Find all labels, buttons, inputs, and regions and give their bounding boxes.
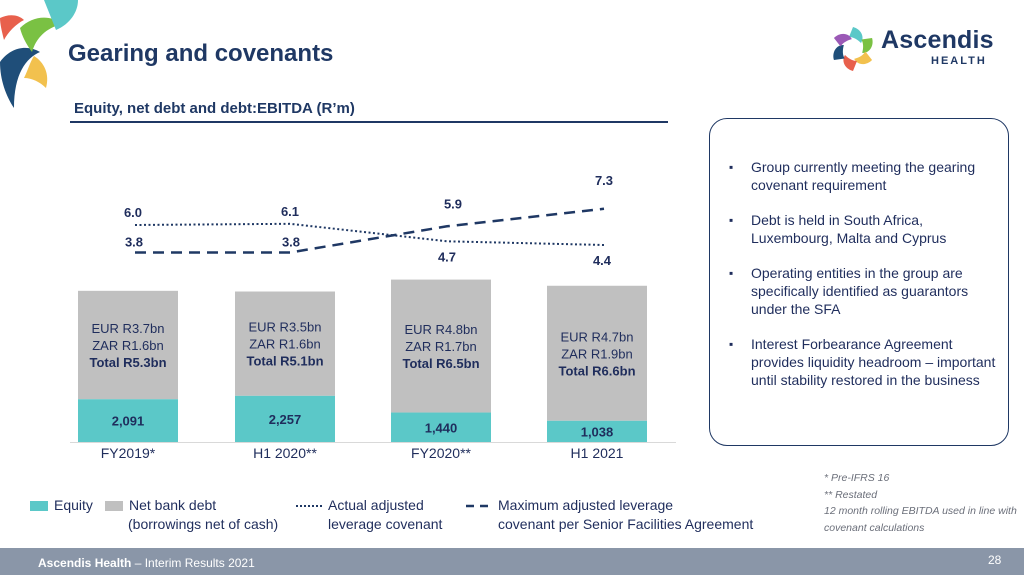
brand-name: Ascendis (881, 26, 994, 54)
equity-bar (547, 420, 647, 442)
equity-swatch (30, 501, 48, 512)
equity-bar (78, 399, 178, 442)
legend-equity-label: Equity (54, 497, 93, 513)
commentary-list: ▪ Group currently meeting the gearing cov… (729, 158, 999, 406)
footer-text: Ascendis Health – Interim Results 2021 (38, 556, 255, 570)
legend-debt-label: Net bank debt (129, 497, 217, 513)
footer-company: Ascendis Health (38, 556, 132, 570)
commentary-bullet: ▪ Operating entities in the group are spe… (729, 264, 999, 318)
commentary-bullet: ▪ Interest Forbearance Agreement provides… (729, 335, 999, 389)
brand-logo: Ascendis HEALTH (826, 22, 1006, 78)
legend-max: Maximum adjusted leverage covenant per S… (466, 496, 753, 534)
actual-leverage-label: 4.7 (438, 249, 456, 264)
footnote-2: ** Restated (824, 488, 878, 501)
actual-leverage-label: 4.4 (593, 253, 612, 268)
footnote-1: * Pre-IFRS 16 (824, 472, 890, 484)
debt-bar (235, 291, 335, 396)
page-number: 28 (988, 553, 1002, 567)
commentary-bullet: ▪ Debt is held in South Africa, Luxembour… (729, 211, 999, 247)
brand-sub: HEALTH (931, 55, 987, 67)
max-leverage-line (135, 207, 605, 254)
subtitle-divider (70, 121, 668, 123)
debt-breakdown-label: ZAR R1.9bn (561, 346, 633, 361)
legend-actual-label: Actual adjusted (328, 497, 424, 513)
debt-bar (547, 285, 647, 421)
debt-breakdown-label: Total R6.6bn (558, 363, 635, 378)
legend-actual-label-2: leverage covenant (328, 516, 443, 532)
dotted-line-swatch (296, 505, 324, 508)
debt-bar (391, 279, 491, 413)
bullet-marker: ▪ (729, 160, 734, 174)
footer-suffix: – Interim Results 2021 (131, 556, 255, 570)
category-label: FY2020** (411, 445, 471, 461)
actual-leverage-label: 6.1 (281, 204, 299, 219)
legend-max-label-2: covenant per Senior Facilities Agreement (498, 516, 754, 532)
debt-breakdown-label: EUR R4.8bn (405, 322, 478, 337)
footer-bar: Ascendis Health – Interim Results 2021 2… (0, 548, 1024, 575)
bullet-marker: ▪ (729, 213, 734, 227)
leverage-chart: 2,091 EUR R3.7bn ZAR R1.6bn Total R5.3bn FY2… (70, 173, 676, 461)
legend-equity: Equity (30, 496, 93, 515)
legend-debt-label-2: (borrowings net of cash) (128, 516, 279, 532)
slide-title: Gearing and covenants (68, 40, 334, 67)
debt-breakdown-label: ZAR R1.7bn (405, 339, 477, 354)
chart-subtitle: Equity, net debt and debt:EBITDA (R’m) (74, 100, 355, 117)
commentary-bullet: ▪ Group currently meeting the gearing cov… (729, 158, 999, 194)
footnote-3: 12 month rolling EBITDA used in line wit… (824, 505, 1017, 534)
bullet-text: Group currently meeting the gearing cove… (751, 159, 976, 193)
category-label: FY2019* (101, 445, 156, 461)
dashed-line-swatch (466, 505, 494, 508)
debt-breakdown-label: Total R5.3bn (89, 355, 166, 370)
debt-breakdown-label: ZAR R1.6bn (249, 337, 321, 352)
bullet-text: Debt is held in South Africa, Luxembourg… (751, 212, 947, 246)
actual-leverage-line (134, 222, 605, 246)
max-leverage-label: 3.8 (125, 235, 143, 250)
corner-logo-graphic (0, 0, 78, 108)
debt-breakdown-label: Total R5.1bn (246, 354, 323, 369)
bullet-marker: ▪ (729, 337, 734, 351)
bullet-text: Operating entities in the group are spec… (751, 265, 969, 317)
equity-value-label: 1,440 (425, 420, 458, 435)
brand-mark-icon (833, 27, 873, 71)
legend-max-label: Maximum adjusted leverage (498, 497, 674, 513)
category-label: H1 2020** (253, 445, 317, 461)
category-label: H1 2021 (571, 445, 624, 461)
actual-leverage-label: 6.0 (124, 205, 142, 220)
debt-bar (78, 290, 178, 400)
debt-breakdown-label: EUR R4.7bn (561, 329, 634, 344)
debt-swatch (105, 501, 123, 512)
legend-actual: Actual adjusted leverage covenant (296, 496, 442, 534)
commentary-panel (709, 118, 1009, 446)
debt-breakdown-label: EUR R3.7bn (92, 321, 165, 336)
max-leverage-label: 7.3 (595, 173, 613, 188)
debt-breakdown-label: ZAR R1.6bn (92, 338, 164, 353)
debt-breakdown-label: Total R6.5bn (402, 356, 479, 371)
legend-debt: Net bank debt (borrowings net of cash) (105, 496, 278, 534)
footnotes: * Pre-IFRS 16 ** Restated 12 month rolli… (824, 470, 1019, 536)
equity-bar (235, 395, 335, 442)
debt-breakdown-label: EUR R3.5bn (249, 320, 322, 335)
max-leverage-label: 3.8 (282, 235, 300, 250)
equity-value-label: 2,091 (112, 414, 145, 429)
max-leverage-label: 5.9 (444, 196, 462, 211)
equity-value-label: 1,038 (581, 424, 614, 439)
bullet-text: Interest Forbearance Agreement provides … (751, 336, 996, 388)
equity-bar (391, 412, 491, 442)
equity-value-label: 2,257 (269, 412, 302, 427)
bullet-marker: ▪ (729, 266, 734, 280)
